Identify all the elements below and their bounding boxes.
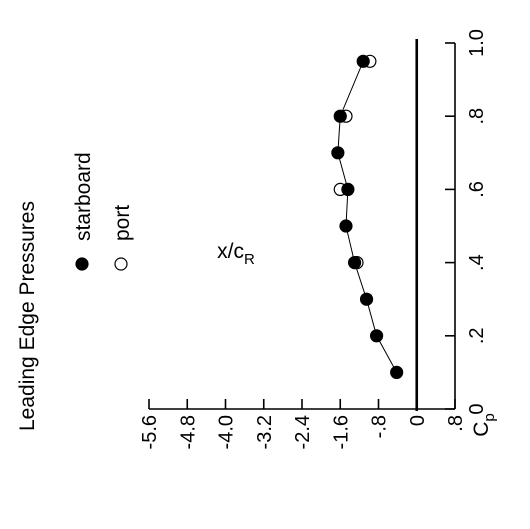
x-axis-label: Cp	[470, 413, 498, 437]
series-line-starboard	[337, 61, 398, 373]
data-point-starboard	[341, 182, 355, 196]
data-point-starboard	[356, 54, 370, 68]
data-point-starboard	[390, 365, 404, 379]
plot-area: .80-.8-1.6-2.4-3.2-4.0-4.8-5.60.2.4.6.81…	[139, 29, 488, 449]
cp-tick-label: -3.2	[254, 415, 276, 449]
cp-tick-label: 0	[407, 415, 429, 426]
cp-tick-label: -2.4	[292, 415, 314, 449]
y-axis-label: x/cR	[217, 240, 255, 268]
cp-tick-label: -4.8	[177, 415, 199, 449]
legend-marker-starboard	[75, 257, 89, 271]
data-point-starboard	[333, 109, 347, 123]
xc-tick-label: .2	[466, 327, 488, 344]
cp-tick-label: .8	[445, 415, 467, 432]
xc-tick-label: .6	[466, 181, 488, 198]
data-point-starboard	[369, 329, 384, 343]
cp-tick-label: -5.6	[139, 415, 161, 449]
xc-tick-label: 1.0	[466, 29, 488, 57]
xc-tick-label: .4	[466, 254, 488, 271]
legend: starboard port	[72, 152, 134, 271]
legend-label-starboard: starboard	[72, 152, 95, 241]
legend-marker-port	[114, 257, 128, 271]
xc-tick-label: 0	[466, 403, 488, 414]
data-point-starboard	[339, 219, 353, 233]
cp-tick-label: -4.0	[216, 415, 238, 449]
cp-tick-label: -.8	[369, 415, 391, 438]
chart-title: Leading Edge Pressures	[16, 201, 39, 431]
cp-tick-label: -1.6	[330, 415, 352, 449]
legend-label-port: port	[111, 205, 134, 241]
data-point-starboard	[331, 146, 345, 160]
data-point-starboard	[347, 256, 362, 270]
xc-tick-label: .8	[466, 108, 488, 125]
data-point-starboard	[359, 292, 374, 306]
